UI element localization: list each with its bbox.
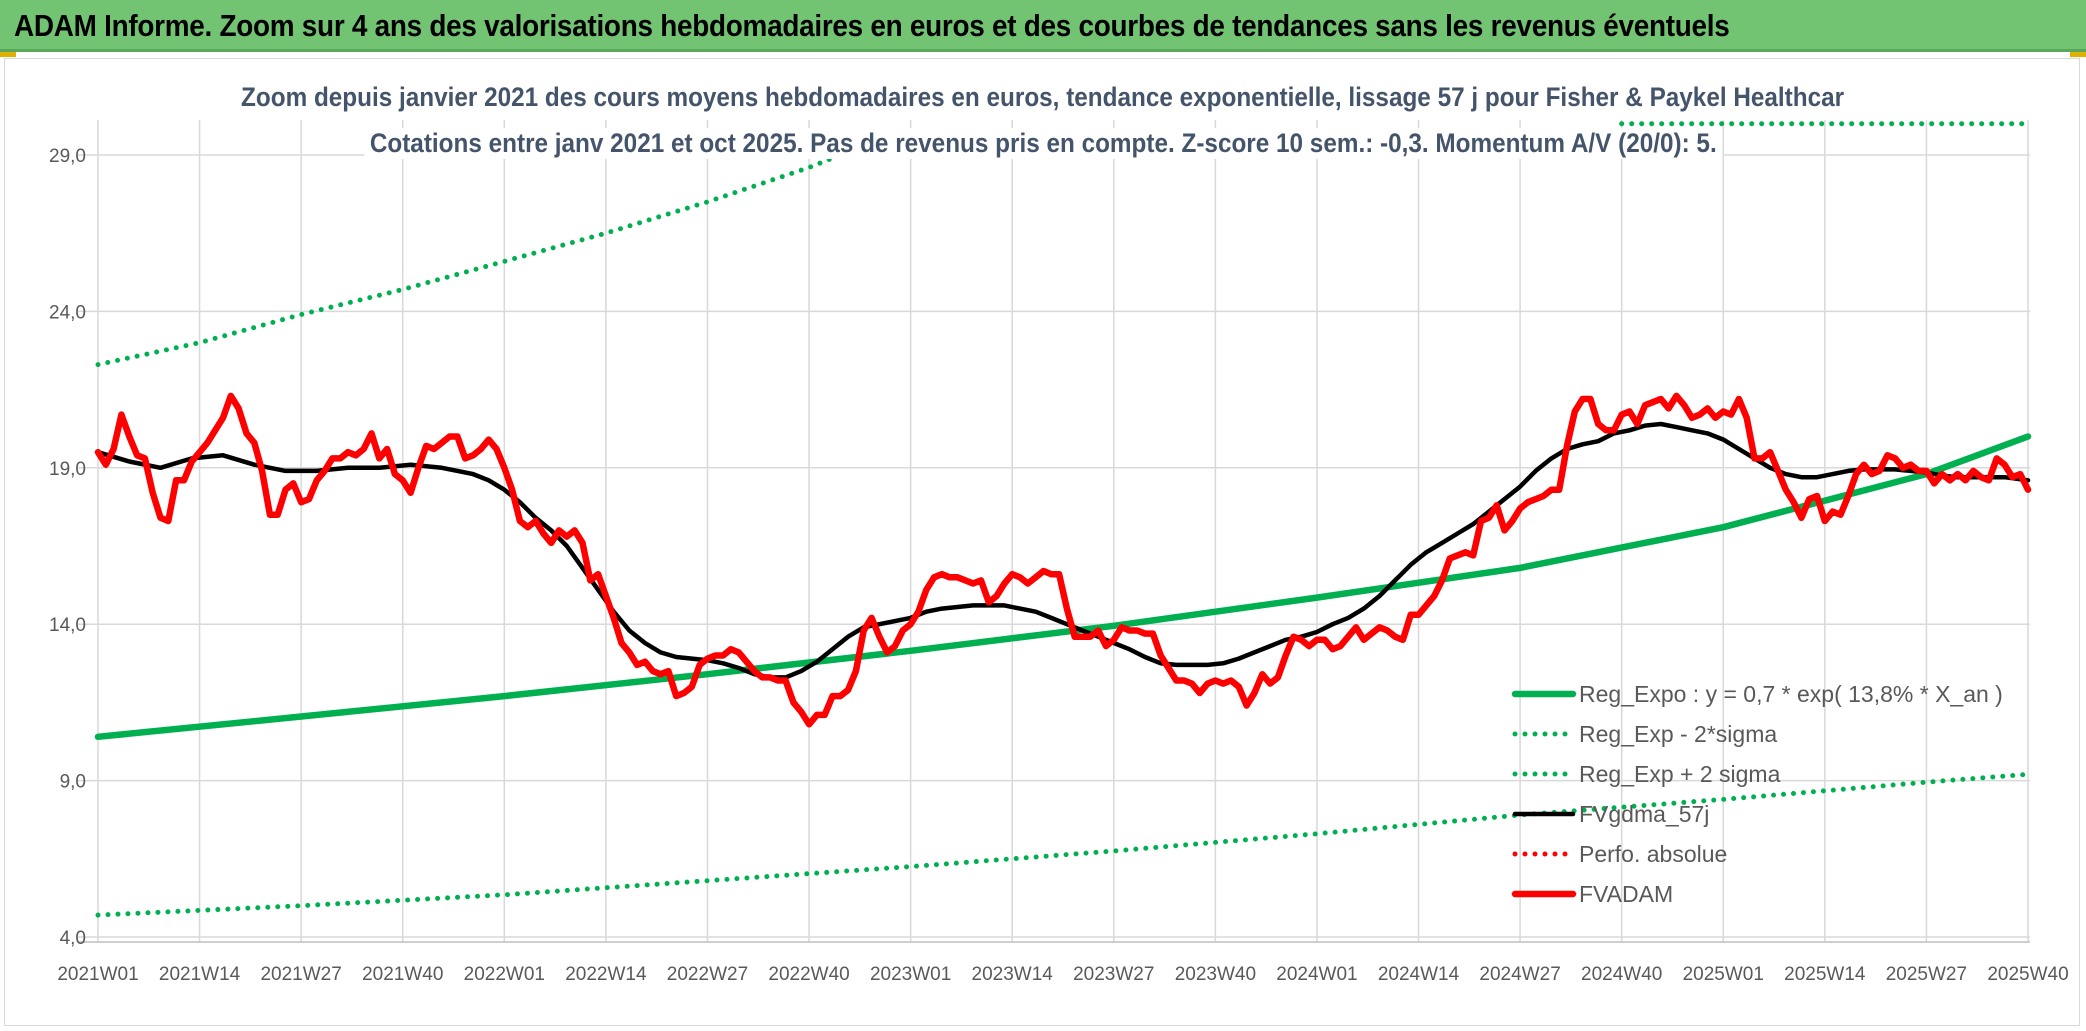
x-tick-label: 2021W40 bbox=[362, 964, 443, 985]
x-tick-label: 2021W14 bbox=[159, 964, 241, 985]
x-tick-label: 2025W27 bbox=[1886, 964, 1967, 985]
x-tick-label: 2023W27 bbox=[1073, 964, 1154, 985]
series-line-0 bbox=[94, 433, 2032, 741]
y-tick-label: 9,0 bbox=[60, 772, 86, 793]
y-tick-label: 19,0 bbox=[49, 459, 86, 480]
corner-mark-left bbox=[0, 52, 16, 57]
legend-label: FVADAM bbox=[1579, 881, 1673, 907]
chart-frame bbox=[4, 58, 2080, 1026]
x-tick-label: 2024W14 bbox=[1378, 964, 1460, 985]
chart-title-line-1: Zoom depuis janvier 2021 des cours moyen… bbox=[0, 82, 2086, 113]
chart-title-line-2: Cotations entre janv 2021 et oct 2025. P… bbox=[0, 128, 2086, 159]
x-tick-label: 2024W40 bbox=[1581, 964, 1662, 985]
x-tick-label: 2022W01 bbox=[464, 964, 545, 985]
chart-series bbox=[94, 121, 2032, 918]
series-line-2 bbox=[95, 149, 851, 368]
legend-label: Reg_Exp - 2*sigma bbox=[1579, 721, 1777, 747]
y-tick-label: 14,0 bbox=[49, 615, 86, 636]
corner-mark-right bbox=[2070, 52, 2086, 57]
y-axis: 4,0 9,0 14,0 19,0 24,0 29,0 bbox=[49, 146, 86, 949]
series-line-1 bbox=[95, 771, 2031, 918]
x-tick-label: 2022W14 bbox=[565, 964, 647, 985]
report-title: ADAM Informe. Zoom sur 4 ans des valoris… bbox=[14, 8, 1730, 43]
legend-label: Reg_Exp + 2 sigma bbox=[1579, 761, 1781, 787]
x-tick-label: 2024W27 bbox=[1479, 964, 1560, 985]
x-tick-label: 2023W40 bbox=[1175, 964, 1256, 985]
chart-grid bbox=[78, 120, 2030, 943]
legend-label: Reg_Expo : y = 0,7 * exp( 13,8% * X_an ) bbox=[1579, 681, 2003, 707]
series-line-4 bbox=[95, 421, 2031, 680]
x-tick-label: 2024W01 bbox=[1276, 964, 1357, 985]
chart-legend: Reg_Expo : y = 0,7 * exp( 13,8% * X_an )… bbox=[1511, 681, 2003, 907]
x-tick-label: 2022W40 bbox=[768, 964, 849, 985]
report-banner: ADAM Informe. Zoom sur 4 ans des valoris… bbox=[0, 0, 2086, 52]
x-tick-label: 2025W01 bbox=[1683, 964, 1764, 985]
x-tick-label: 2022W27 bbox=[667, 964, 748, 985]
y-tick-label: 29,0 bbox=[49, 146, 86, 167]
legend-label: Perfo. absolue bbox=[1579, 841, 1727, 867]
x-tick-label: 2025W40 bbox=[1987, 964, 2068, 985]
y-tick-label: 4,0 bbox=[60, 928, 86, 949]
x-axis: 2021W01 2021W14 2021W27 2021W40 2022W01 2022W… bbox=[57, 964, 2068, 985]
x-tick-label: 2025W14 bbox=[1784, 964, 1866, 985]
y-tick-label: 24,0 bbox=[49, 302, 86, 323]
legend-label: FVgdma_57j bbox=[1579, 801, 1709, 827]
x-tick-label: 2021W01 bbox=[57, 964, 138, 985]
x-tick-label: 2023W14 bbox=[972, 964, 1054, 985]
series-line-6 bbox=[94, 392, 2032, 728]
x-tick-label: 2021W27 bbox=[260, 964, 341, 985]
x-tick-label: 2023W01 bbox=[870, 964, 951, 985]
